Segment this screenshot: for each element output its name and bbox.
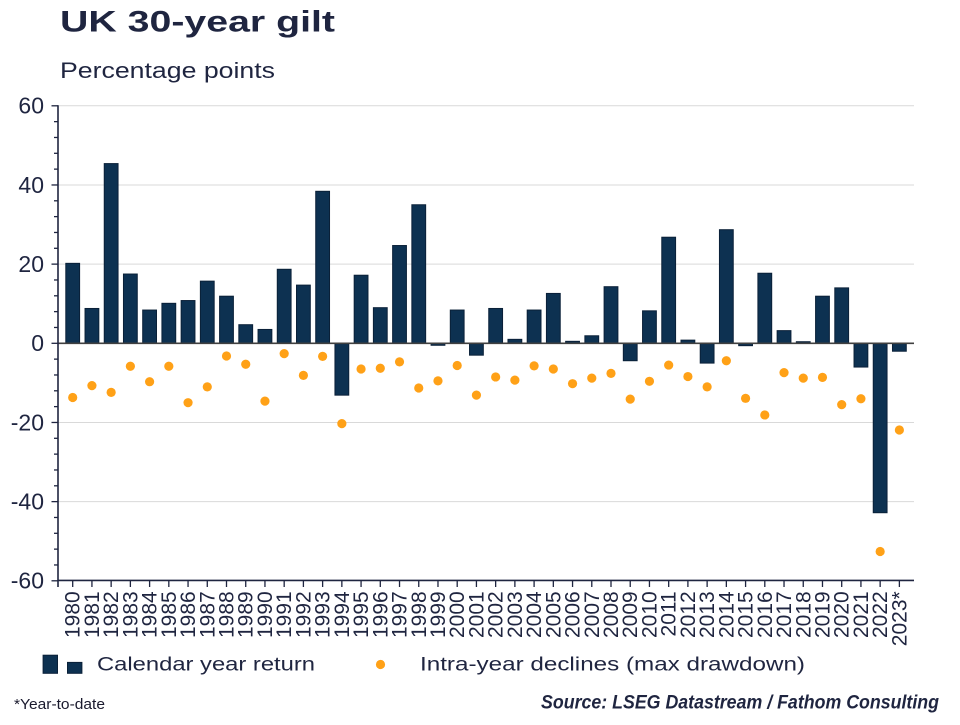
svg-text:2009: 2009 — [619, 591, 642, 638]
svg-text:1988: 1988 — [216, 591, 239, 638]
svg-text:Calendar year return: Calendar year return — [97, 655, 315, 676]
svg-text:2018: 2018 — [792, 591, 815, 638]
svg-text:2017: 2017 — [773, 591, 796, 638]
svg-text:1982: 1982 — [100, 591, 123, 638]
svg-text:1985: 1985 — [158, 591, 181, 638]
svg-text:1998: 1998 — [408, 591, 431, 638]
svg-text:2019: 2019 — [811, 591, 834, 638]
svg-text:1994: 1994 — [331, 591, 354, 638]
svg-text:1980: 1980 — [62, 591, 85, 638]
svg-text:1989: 1989 — [235, 591, 258, 638]
svg-text:Source: LSEG Datastream / Fath: Source: LSEG Datastream / Fathom Consult… — [541, 692, 939, 714]
svg-text:2010: 2010 — [638, 591, 661, 638]
svg-text:2012: 2012 — [677, 591, 700, 638]
svg-text:1984: 1984 — [139, 591, 162, 638]
svg-text:2000: 2000 — [446, 591, 469, 638]
svg-text:2016: 2016 — [754, 591, 777, 638]
svg-text:1992: 1992 — [292, 591, 315, 638]
svg-text:2023*: 2023* — [888, 591, 911, 646]
svg-text:1991: 1991 — [273, 591, 296, 638]
svg-text:2020: 2020 — [831, 591, 854, 638]
svg-text:1996: 1996 — [369, 591, 392, 638]
svg-text:1995: 1995 — [350, 591, 373, 638]
svg-text:60: 60 — [18, 93, 44, 119]
svg-text:Intra-year declines (max drawd: Intra-year declines (max drawdown) — [420, 655, 805, 676]
svg-text:2007: 2007 — [581, 591, 604, 638]
svg-text:-40: -40 — [11, 489, 44, 515]
svg-text:1990: 1990 — [254, 591, 277, 638]
svg-text:2022: 2022 — [869, 591, 892, 638]
svg-text:0: 0 — [31, 330, 44, 356]
svg-text:2006: 2006 — [562, 591, 585, 638]
svg-text:1999: 1999 — [427, 591, 450, 638]
svg-text:UK 30-year gilt: UK 30-year gilt — [60, 6, 335, 39]
svg-text:-60: -60 — [11, 568, 44, 594]
svg-text:*Year-to-date: *Year-to-date — [14, 697, 105, 713]
svg-text:2008: 2008 — [600, 591, 623, 638]
svg-text:2001: 2001 — [465, 591, 488, 638]
svg-text:1986: 1986 — [177, 591, 200, 638]
svg-text:2004: 2004 — [523, 591, 546, 638]
svg-text:2003: 2003 — [504, 591, 527, 638]
svg-text:2015: 2015 — [735, 591, 758, 638]
svg-text:Percentage points: Percentage points — [60, 58, 275, 83]
svg-text:40: 40 — [18, 172, 44, 198]
svg-text:2011: 2011 — [658, 591, 681, 636]
svg-text:1987: 1987 — [196, 591, 219, 638]
svg-text:2013: 2013 — [696, 591, 719, 638]
svg-text:-20: -20 — [11, 409, 44, 435]
svg-text:2005: 2005 — [542, 591, 565, 638]
svg-text:20: 20 — [18, 251, 44, 277]
svg-text:1983: 1983 — [119, 591, 142, 638]
svg-text:2002: 2002 — [485, 591, 508, 638]
svg-text:1997: 1997 — [389, 591, 412, 638]
svg-text:2021: 2021 — [850, 591, 873, 638]
svg-text:1981: 1981 — [81, 591, 104, 638]
svg-text:2014: 2014 — [715, 591, 738, 638]
svg-text:1993: 1993 — [312, 591, 335, 638]
